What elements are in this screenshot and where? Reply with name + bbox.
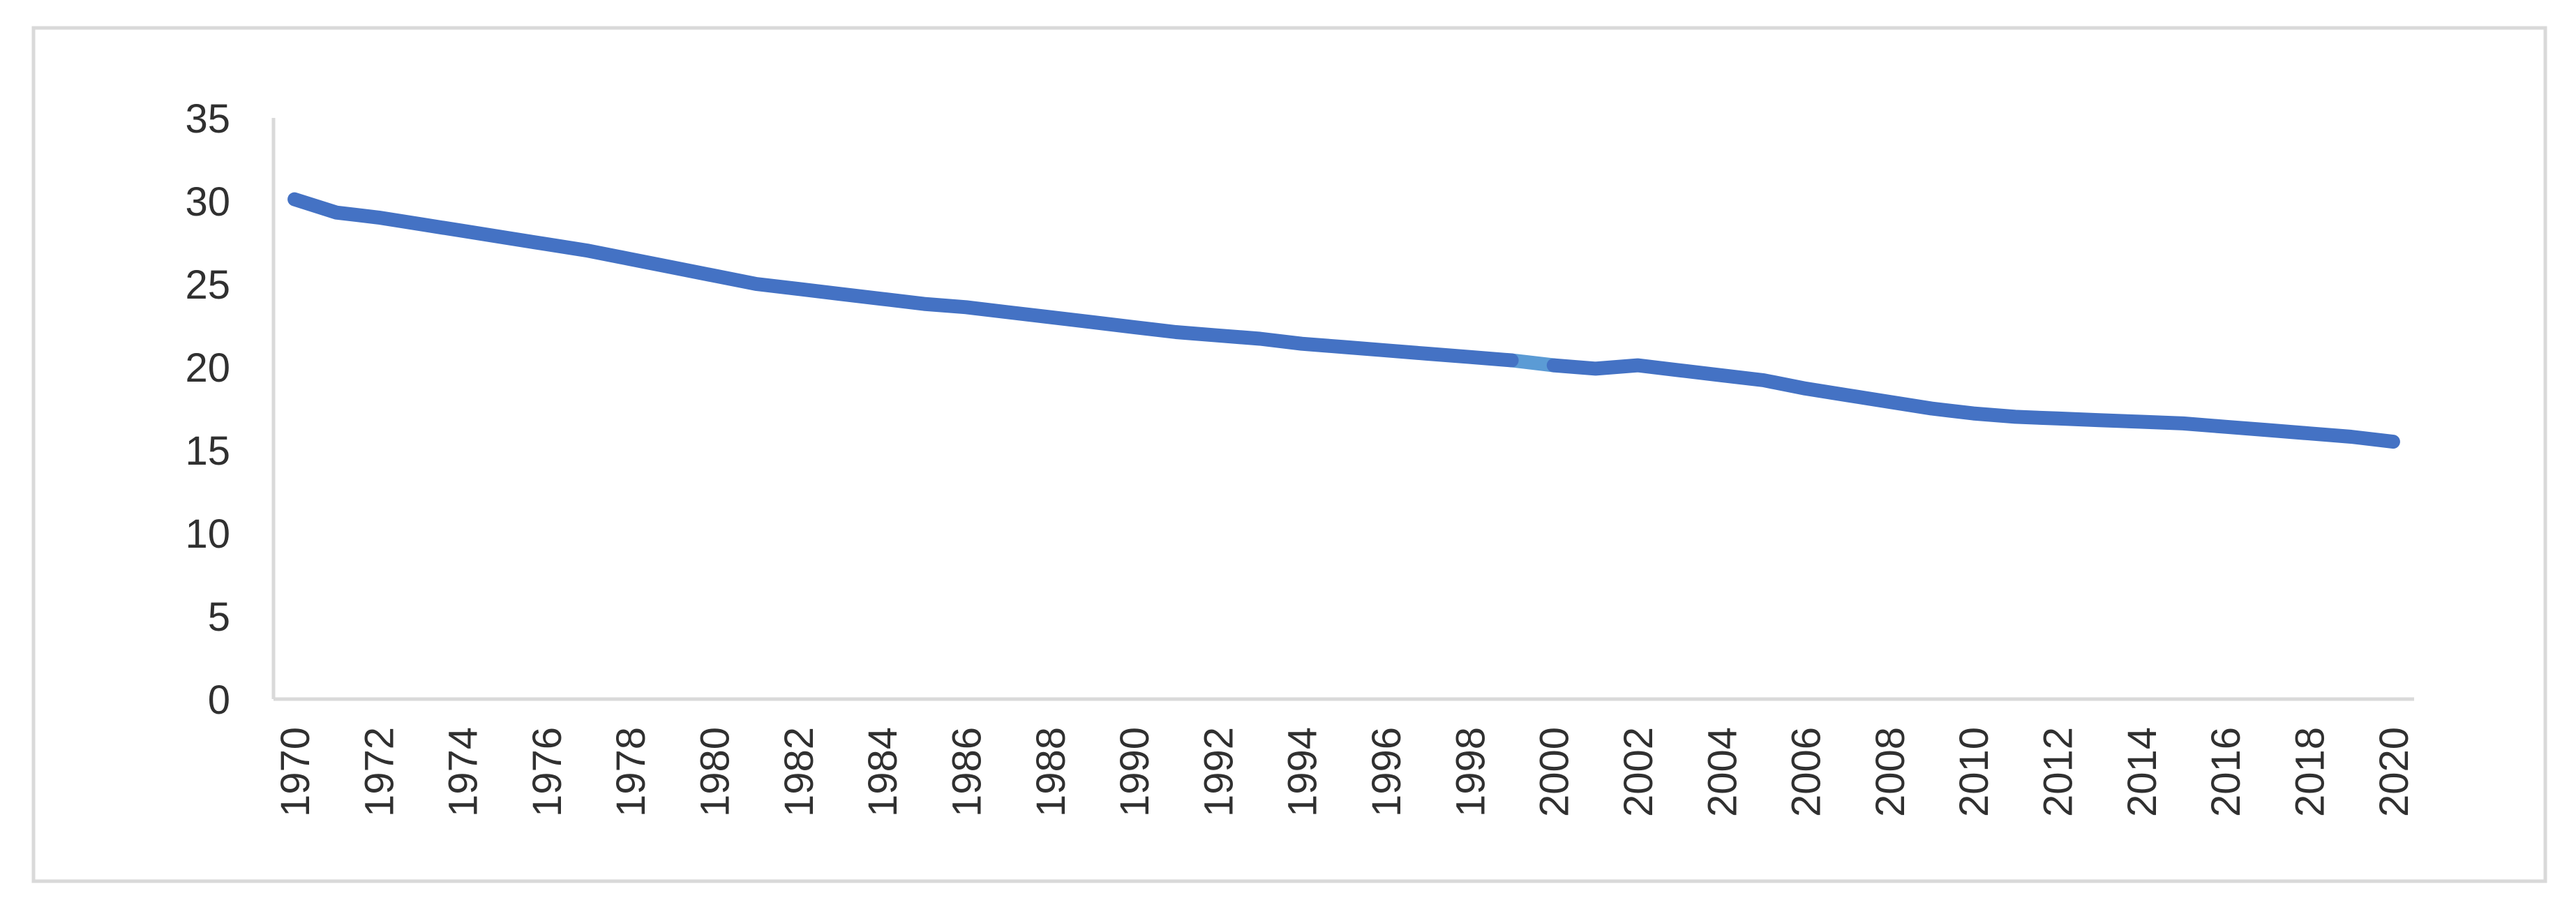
x-tick-label: 2020 [2372, 727, 2417, 817]
x-tick-label: 2018 [2287, 727, 2332, 817]
x-tick-label: 2002 [1616, 727, 1661, 817]
x-tick-label: 2006 [1784, 727, 1829, 817]
chart-frame-border [31, 26, 2547, 883]
x-tick-label: 1994 [1280, 727, 1326, 817]
y-tick-label: 15 [185, 428, 230, 474]
y-axis-tick-labels: 0 5 10 15 20 25 30 35 [185, 96, 230, 723]
x-tick-label: 2010 [1952, 727, 1997, 817]
x-tick-label: 1970 [273, 727, 318, 817]
x-tick-label: 1992 [1196, 727, 1241, 817]
x-tick-label: 1976 [525, 727, 570, 817]
y-tick-label: 20 [185, 345, 230, 391]
x-tick-label: 2008 [1868, 727, 1913, 817]
missing-data-segment [1504, 353, 1561, 373]
x-tick-label: 2000 [1532, 727, 1578, 817]
x-tick-label: 2004 [1700, 727, 1745, 817]
x-tick-label: 1984 [860, 727, 906, 817]
data-line-pre-gap [287, 192, 1519, 368]
x-tick-label: 2012 [2036, 727, 2081, 817]
x-tick-label: 2014 [2120, 727, 2165, 817]
x-tick-label: 1982 [777, 727, 822, 817]
x-tick-label: 1974 [441, 727, 486, 817]
y-tick-label: 25 [185, 262, 230, 308]
x-tick-label: 1988 [1028, 727, 1074, 817]
x-tick-label: 1996 [1364, 727, 1409, 817]
x-tick-label: 1998 [1448, 727, 1493, 817]
x-tick-label: 1972 [357, 727, 402, 817]
x-tick-label: 1990 [1112, 727, 1158, 817]
data-series-lines [287, 192, 2400, 449]
y-tick-label: 5 [208, 594, 230, 640]
x-tick-label: 1986 [944, 727, 989, 817]
y-tick-label: 35 [185, 96, 230, 142]
y-tick-label: 10 [185, 511, 230, 557]
x-tick-label: 1980 [693, 727, 738, 817]
data-line-post-gap [1546, 358, 2400, 449]
x-tick-label: 2016 [2203, 727, 2249, 817]
x-axis-tick-labels: 1970 1972 1974 1976 1978 1980 1982 1984 1986 1988… [273, 727, 2417, 817]
y-tick-label: 0 [208, 677, 230, 723]
y-tick-label: 30 [185, 179, 230, 225]
x-tick-label: 1978 [608, 727, 654, 817]
